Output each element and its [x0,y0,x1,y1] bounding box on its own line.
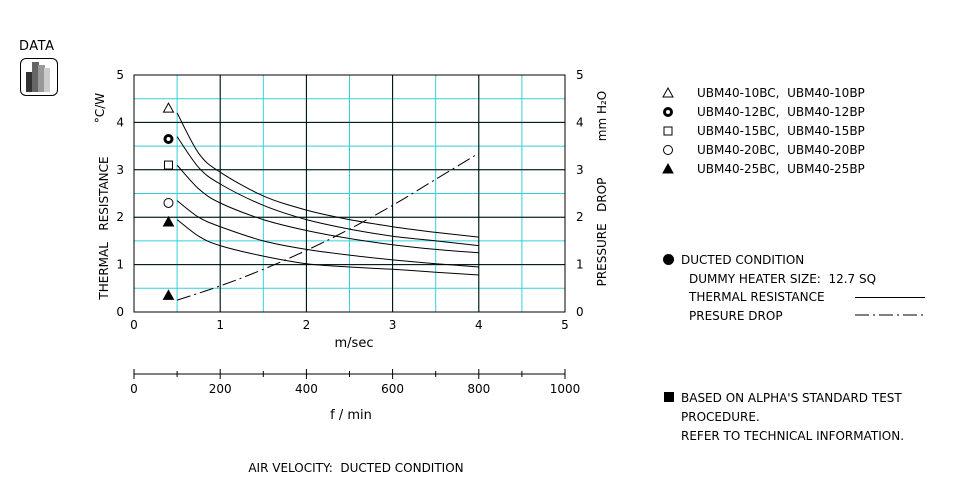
triangle-filled-icon [662,162,674,174]
y-axis-unit-left: °C/W [93,93,107,123]
bullseye-icon [663,107,673,117]
y-axis-label-left: THERMAL RESISTANCE [97,156,111,300]
secondary-x-tick-label: 0 [130,382,138,396]
legend-symbol [662,162,674,174]
data-badge-label: DATA [19,39,55,54]
secondary-x-axis-label: f / min [330,408,372,423]
legend-symbol [663,126,673,136]
thermal-resistance-label: THERMAL RESISTANCE [689,290,825,304]
series-marker-1 [162,102,175,113]
y-tick-label-right: 3 [576,163,584,177]
secondary-x-tick-label: 400 [295,382,318,396]
bar-chart-icon [20,58,58,96]
legend-label: UBM40-15BC, UBM40-15BP [697,124,865,138]
secondary-x-axis: 0 200 400 600 800 1000 [130,369,580,396]
legend-label: UBM40-12BC, UBM40-12BP [697,105,865,119]
y-axis-unit-right: mm H₂O [595,91,609,141]
series-marker-4 [163,197,174,208]
x-tick-label: 4 [475,318,483,332]
thermal-curve-2 [176,136,479,247]
x-tick-label: 1 [216,318,224,332]
legend-label: UBM40-20BC, UBM40-20BP [697,143,865,157]
y-tick-label-right: 1 [576,258,584,272]
plot-border [133,74,566,313]
square-open-icon [663,126,673,136]
secondary-x-tick-label: 800 [467,382,490,396]
thermal-curve-5 [176,219,479,276]
x-tick-label: 2 [303,318,311,332]
dash-line-sample [855,314,925,316]
note-line-3: REFER TO TECHNICAL INFORMATION. [681,429,905,443]
thermal-curve-3 [176,164,479,254]
triangle-open-icon [662,86,674,98]
y-tick-label-left: 1 [116,258,124,272]
y-axis-label-right: PRESSURE DROP [595,178,609,287]
y-tick-label-right: 5 [576,68,584,82]
bullet-dot-icon [663,254,674,265]
y-tick-label-right: 0 [576,305,584,319]
y-tick-label-left: 2 [116,210,124,224]
series-marker-5 [162,215,175,227]
x-axis-label: m/sec [335,336,374,351]
bullet-square-icon [664,392,674,402]
circle-open-icon [663,145,673,155]
legend-label: UBM40-10BC, UBM40-10BP [697,86,865,100]
secondary-x-tick-label: 200 [209,382,232,396]
chart-curves [176,112,479,276]
y-tick-label-left: 0 [116,305,124,319]
secondary-x-tick-label: 600 [381,382,404,396]
y-tick-label-left: 5 [116,68,124,82]
chart-grid [134,75,565,312]
note-line-2: PROCEDURE. [681,410,760,424]
chart-caption: AIR VELOCITY: DUCTED CONDITION [248,461,463,475]
thermal-curve-4 [176,200,479,268]
condition-heading: DUCTED CONDITION [681,253,805,267]
secondary-x-tick-label: 1000 [550,382,581,396]
solid-line-sample [855,297,925,298]
chart-frame [133,74,566,313]
pressure-drop-curve [176,152,480,301]
legend-symbol [663,107,673,117]
legend-label: UBM40-25BC, UBM40-25BP [697,162,865,176]
y-tick-label-right: 2 [576,210,584,224]
legend-symbol [663,145,673,155]
series-marker-2 [163,133,174,144]
series-marker-3 [163,160,173,170]
y-tick-label-right: 4 [576,115,584,129]
pressure-drop-line [176,152,480,301]
y-tick-label-left: 3 [116,163,124,177]
y-tick-label-left: 4 [116,115,124,129]
x-tick-label: 0 [130,318,138,332]
x-tick-label: 3 [389,318,397,332]
x-tick-label: 5 [561,318,569,332]
chart-markers [162,102,175,300]
note-line-1: BASED ON ALPHA'S STANDARD TEST [681,391,902,405]
pressure-drop-marker [162,289,175,300]
legend-symbol [662,86,674,98]
thermal-curve-1 [176,112,479,238]
pressure-drop-label: PRESURE DROP [689,309,783,323]
condition-heater: DUMMY HEATER SIZE: 12.7 SQ [689,272,877,286]
